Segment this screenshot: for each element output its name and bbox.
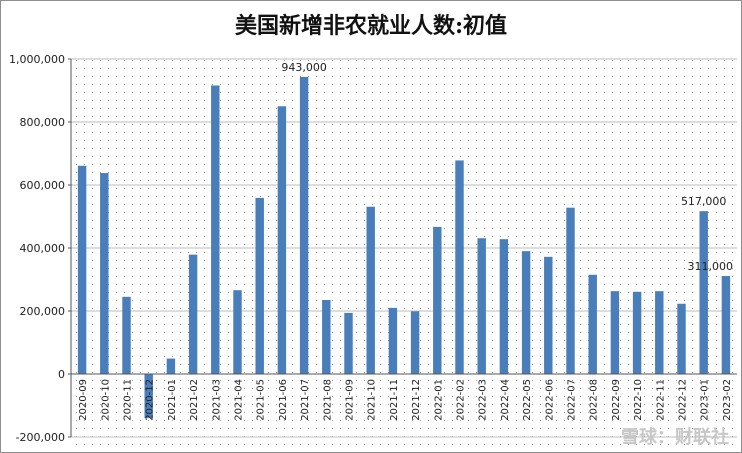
bar-2022-08 xyxy=(588,274,597,374)
bars xyxy=(71,76,737,419)
watermark: 雪球：财联社 xyxy=(621,426,729,448)
bar-2023-01 xyxy=(699,211,708,374)
bar-2022-05 xyxy=(521,251,531,374)
bar-2020-11 xyxy=(122,296,131,374)
x-tick-label: 2022-07 xyxy=(567,379,578,421)
data-label-2021-07: 943,000 xyxy=(281,61,327,74)
x-tick-label: 2022-06 xyxy=(544,379,555,421)
bar-2021-02 xyxy=(188,254,198,374)
data-labels: 943,000 517,000 311,000 xyxy=(281,61,733,273)
bar-2022-09 xyxy=(610,291,620,374)
y-tick-label: 0 xyxy=(58,368,65,381)
x-tick-label: 2021-08 xyxy=(322,379,333,421)
x-tick-label: 2022-03 xyxy=(478,379,489,421)
x-tick-label: 2020-09 xyxy=(78,379,89,421)
chart-title: 美国新增非农就业人数:初值 xyxy=(235,13,507,39)
gridlines xyxy=(71,58,737,438)
bar-2021-11 xyxy=(388,307,398,374)
bar-2022-12 xyxy=(677,303,686,374)
bar-2023-02 xyxy=(721,276,731,374)
x-tick-label: 2022-09 xyxy=(611,379,622,421)
bar-2020-09 xyxy=(77,165,87,374)
x-tick-label: 2022-12 xyxy=(678,379,689,421)
x-tick-label: 2021-11 xyxy=(389,379,400,421)
x-tick-label: 2021-04 xyxy=(234,379,245,421)
bar-2022-02 xyxy=(455,160,464,374)
y-axis-ticks: -200,000 0 200,000 400,000 600,000 800,000 1,0… xyxy=(9,53,72,444)
bar-2022-01 xyxy=(433,226,442,374)
x-tick-label: 2021-12 xyxy=(411,379,422,421)
x-tick-label: 2021-02 xyxy=(189,379,200,421)
bar-2021-09 xyxy=(344,312,353,374)
x-tick-label: 2022-01 xyxy=(433,379,444,421)
bar-2020-12 xyxy=(144,374,153,419)
x-tick-label: 2022-05 xyxy=(522,379,533,421)
x-tick-label: 2021-03 xyxy=(211,379,222,421)
y-tick-label: 400,000 xyxy=(20,242,66,255)
bar-2021-10 xyxy=(366,206,375,374)
bar-2021-01 xyxy=(166,358,176,374)
x-tick-label: 2021-01 xyxy=(167,379,178,421)
bar-2022-04 xyxy=(499,239,509,374)
y-tick-label: -200,000 xyxy=(16,431,65,444)
bar-2021-04 xyxy=(233,290,242,374)
bar-2022-03 xyxy=(477,238,486,374)
x-axis-ticks: 2020-09 2020-10 2020-11 2020-12 2021-01 2021-… xyxy=(78,379,733,421)
bar-2022-10 xyxy=(632,291,642,374)
bar-2021-06 xyxy=(277,106,287,374)
plot-area xyxy=(71,59,737,445)
x-tick-label: 2020-10 xyxy=(100,379,111,421)
x-tick-label: 2021-06 xyxy=(278,379,289,421)
y-tick-label: 1,000,000 xyxy=(9,53,65,66)
y-tick-label: 600,000 xyxy=(20,179,66,192)
bar-2022-11 xyxy=(655,291,664,374)
x-tick-label: 2020-12 xyxy=(145,379,156,421)
bar-2021-05 xyxy=(255,197,264,374)
x-tick-label: 2023-01 xyxy=(700,379,711,421)
bar-2021-07 xyxy=(299,76,309,374)
x-tick-label: 2021-09 xyxy=(345,379,356,421)
data-label-2023-01: 517,000 xyxy=(681,195,727,208)
x-tick-label: 2021-10 xyxy=(367,379,378,421)
x-tick-label: 2022-04 xyxy=(500,379,511,421)
x-tick-label: 2022-10 xyxy=(633,379,644,421)
y-tick-label: 200,000 xyxy=(20,305,66,318)
bar-2021-12 xyxy=(410,311,420,374)
x-tick-label: 2022-02 xyxy=(456,379,467,421)
bar-2020-10 xyxy=(100,173,109,374)
x-tick-label: 2021-07 xyxy=(300,379,311,421)
bar-2022-07 xyxy=(566,207,575,374)
x-tick-label: 2021-05 xyxy=(256,379,267,421)
x-tick-label: 2022-11 xyxy=(655,379,666,421)
data-label-2023-02: 311,000 xyxy=(688,260,734,273)
y-tick-label: 800,000 xyxy=(20,116,66,129)
x-tick-label: 2020-11 xyxy=(123,379,134,421)
bar-2022-06 xyxy=(544,256,553,374)
bar-2021-08 xyxy=(322,299,331,374)
bar-2021-03 xyxy=(211,85,220,375)
x-tick-label: 2022-08 xyxy=(589,379,600,421)
x-tick-label: 2023-02 xyxy=(722,379,733,421)
